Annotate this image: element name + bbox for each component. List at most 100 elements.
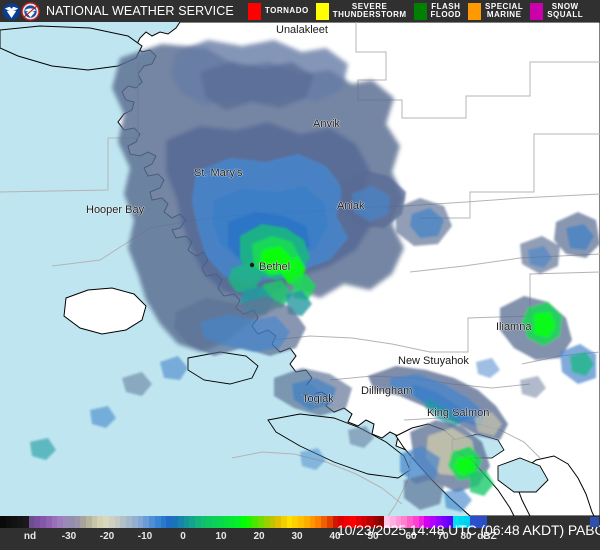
scale-tick-label: 40 [329,531,341,542]
city-label-king-salmon: King Salmon [427,407,490,419]
colorbar-segment [263,516,270,528]
radar-site-marker [249,262,255,268]
colorbar-segment [309,516,316,528]
scale-tick-label: 10 [215,531,227,542]
colorbar-segment [217,516,224,528]
colorbar-segment [481,516,488,528]
colorbar-segment [372,516,379,528]
colorbar-segment [378,516,385,528]
colorbar-segment [441,516,448,528]
scale-tick-label: nd [23,531,37,542]
reflectivity-color-scale [0,516,488,528]
colorbar-segment [17,516,23,528]
nws-branding: NATIONAL WEATHER SERVICE [0,0,234,22]
city-label-st-marys: St. Mary's [194,167,243,179]
colorbar-segment [11,516,18,528]
alert-legend-item-severe-thunderstorm[interactable]: SEVERE THUNDERSTORM [315,2,407,20]
colorbar-segment [412,516,419,528]
colorbar-segment [235,516,241,528]
colorbar-segment [212,516,218,528]
nws-seal-icon [21,1,40,21]
severe-thunderstorm-color-swatch [315,2,329,20]
colorbar-segment [28,516,35,528]
colorbar-segment [470,516,476,528]
footer-bar: nd -30 -20 -10 0 10 20 30 40 50 60 70 80 dBZ 10/23/20… [0,516,600,550]
inland-water-layer [0,25,549,493]
city-label-anvik: Anvik [313,118,340,130]
colorbar-segment [367,516,373,528]
alert-legend-item-snow-squall[interactable]: SNOW SQUALL [530,1,584,20]
agency-title: NATIONAL WEATHER SERVICE [46,4,234,18]
colorbar-segment [172,516,178,528]
colorbar-segment [464,516,471,528]
header-bar: NATIONAL WEATHER SERVICE TORNADO SEVERE … [0,0,600,22]
colorbar-segment [120,516,127,528]
alert-legend-item-flash-flood[interactable]: FLASH FLOOD [413,2,462,20]
colorbar-segment [286,516,293,528]
scale-tick-label: -30 [61,531,77,542]
scale-tick-label: -20 [99,531,115,542]
colorbar-segment [154,516,161,528]
scale-tick-label: 50 [367,531,379,542]
colorbar-segment [97,516,104,528]
colorbar-segment [349,516,356,528]
colorbar-segment [177,516,184,528]
colorbar-segment [68,516,75,528]
colorbar-segment [86,516,92,528]
colorbar-segment [63,516,69,528]
scale-tick-label: 70 [437,531,449,542]
alert-legend: TORNADO SEVERE THUNDERSTORM FLASH FLOOD … [247,0,600,22]
colorbar-segment [131,516,138,528]
colorbar-segment [475,516,482,528]
scale-tick-label: dBZ [477,531,497,542]
colorbar-segment [389,516,396,528]
colorbar-segment [22,516,29,528]
reflectivity-scale-ticks: nd -30 -20 -10 0 10 20 30 40 50 60 70 80 dBZ [0,529,497,548]
colorbar-segment [149,516,155,528]
colorbar-segment [206,516,213,528]
special-marine-color-swatch [468,2,482,20]
colorbar-segment [424,516,431,528]
colorbar-segment [326,516,333,528]
scale-tick-label: 80 [460,531,472,542]
colorbar-segment [418,516,425,528]
colorbar-segment [344,516,350,528]
snow-squall-color-swatch [530,2,544,20]
colorbar-segment [321,516,327,528]
noaa-seal-icon [2,2,21,20]
colorbar-segment [200,516,207,528]
colorbar-segment [137,516,144,528]
tornado-color-swatch [247,2,261,20]
alert-label: TORNADO [264,5,309,15]
colorbar-segment [453,516,459,528]
colorbar-segment [275,516,281,528]
colorbar-segment [303,516,310,528]
map-canvas [0,22,600,516]
alert-legend-item-special-marine[interactable]: SPECIAL MARINE [468,2,523,20]
scale-tick-label: 0 [180,531,186,542]
radar-map[interactable]: Unalakleet Anvik St. Mary's Aniak Hooper… [0,22,600,516]
colorbar-segment [401,516,408,528]
colorbar-segment [292,516,299,528]
scroll-indicator-icon[interactable] [590,517,599,527]
colorbar-segment [332,516,339,528]
alert-legend-item-tornado[interactable]: TORNADO [247,2,309,20]
city-label-new-stuyahok: New Stuyahok [398,355,469,367]
colorbar-segment [74,516,81,528]
colorbar-segment [246,516,253,528]
radar-reflectivity-layer [30,40,600,512]
colorbar-segment [0,516,6,528]
colorbar-segment [252,516,259,528]
colorbar-segment [229,516,236,528]
alert-label: SNOW SQUALL [547,1,584,19]
city-label-iliamna: Iliamna [496,321,532,333]
city-label-unalakleet: Unalakleet [276,24,328,36]
radar-timestamp: 10/23/2025 14:48 UTC (06:48 AKDT) PABC [337,522,600,538]
colorbar-segment [430,516,436,528]
colorbar-segment [45,516,52,528]
city-label-hooper-bay: Hooper Bay [86,204,145,216]
colorbar-segment [407,516,413,528]
colorbar-segment [5,516,12,528]
colorbar-segment [189,516,195,528]
